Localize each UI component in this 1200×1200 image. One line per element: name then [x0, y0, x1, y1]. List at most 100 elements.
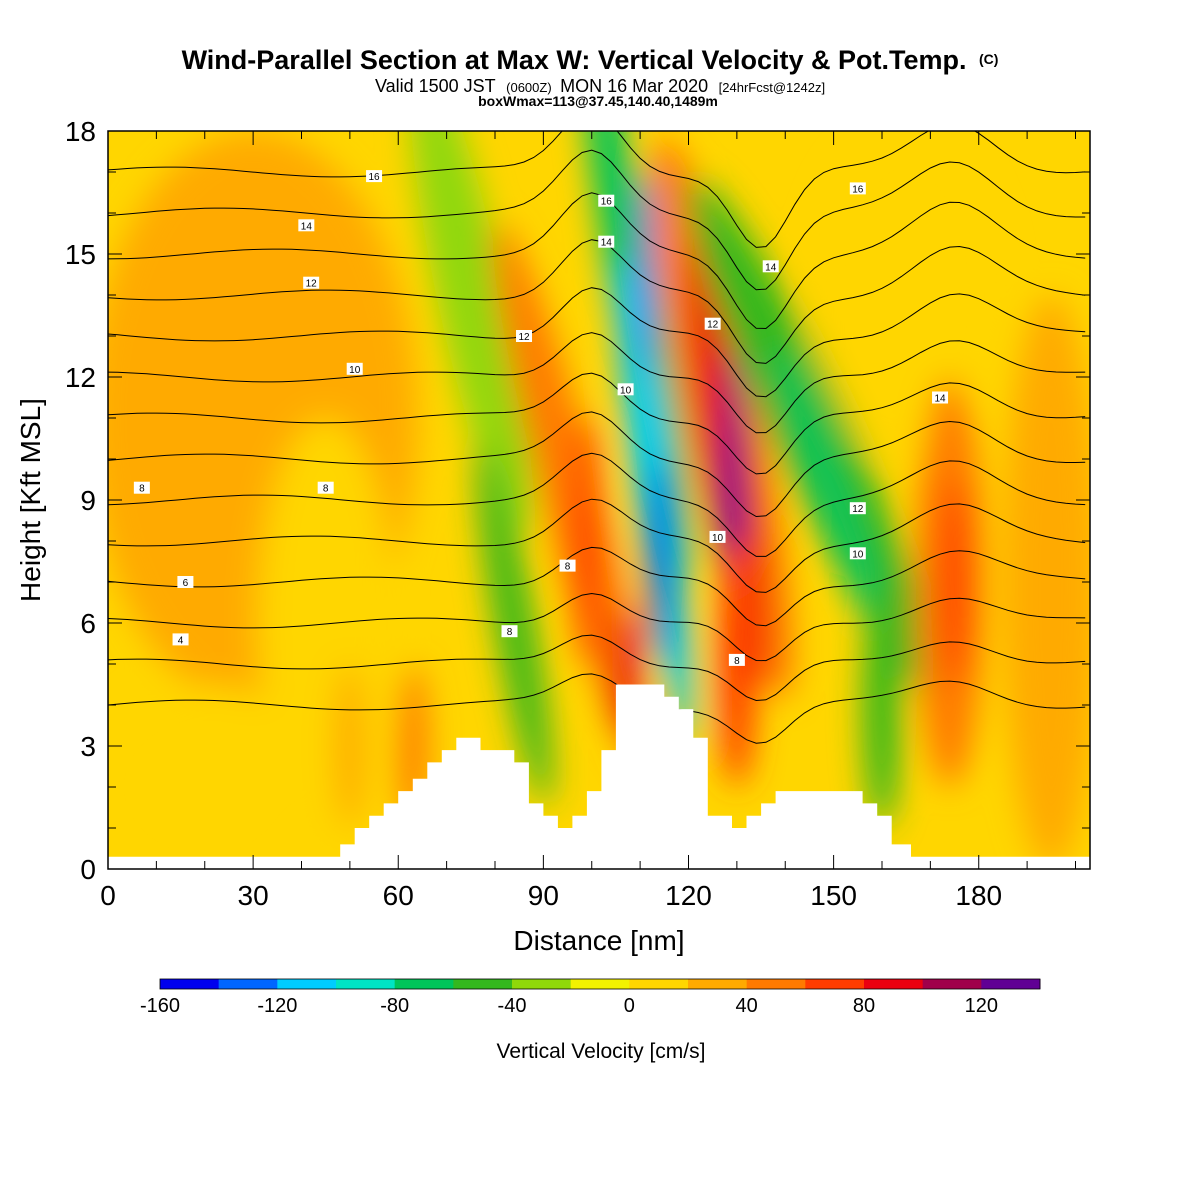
theta-contour — [108, 287, 1086, 398]
theta-label: 12 — [303, 276, 320, 290]
y-tick-label: 3 — [80, 731, 96, 762]
theta-label-text: 14 — [934, 394, 946, 405]
theta-contour — [108, 131, 1086, 248]
theta-label-text: 8 — [139, 484, 145, 495]
plot-area: 4 6 8 8 8 8 8 10 10 10 10 12 12 12 12 14 14 14 14 16 16 16 — [108, 131, 1090, 869]
valid-prefix: Valid 1500 JST — [375, 76, 496, 96]
theta-contour — [108, 149, 1086, 291]
colorbar-swatch — [805, 979, 865, 989]
theta-label-text: 8 — [734, 656, 740, 667]
colorbar-swatch — [688, 979, 748, 989]
colorbar-tick-label: -160 — [140, 995, 180, 1017]
theta-contour — [108, 192, 1086, 330]
theta-label-box — [598, 235, 615, 248]
colorbar-swatch — [160, 979, 220, 989]
x-tick-label: 90 — [528, 880, 559, 911]
theta-label: 16 — [849, 182, 866, 195]
velocity-cell — [1002, 295, 1090, 869]
colorbar-swatch — [336, 979, 396, 989]
valid-utc: (0600Z) — [506, 80, 552, 95]
chart-subtitle-valid: Valid 1500 JST (0600Z) MON 16 Mar 2020 [… — [375, 76, 825, 96]
theta-label: 8 — [559, 559, 576, 573]
velocity-cell — [649, 459, 670, 664]
y-tick-label: 15 — [65, 239, 96, 270]
velocity-cell — [572, 418, 602, 664]
theta-label: 14 — [762, 260, 779, 273]
chart-title: Wind-Parallel Section at Max W: Vertical… — [182, 45, 999, 75]
velocity-cell — [637, 172, 653, 377]
theta-label: 14 — [932, 391, 949, 405]
theta-contour-lines — [108, 131, 1086, 744]
y-axis-ticks: 0 3 6 9 12 15 18 — [65, 116, 1090, 885]
chart-subtitle-box: boxWmax=113@37.45,140.40,1489m — [478, 93, 718, 109]
colorbar: -160 -120 -80 -40 0 40 80 120 — [140, 978, 1041, 1017]
theta-label-box — [133, 481, 150, 494]
theta-label-box — [317, 481, 334, 494]
theta-contour — [108, 372, 1086, 475]
x-axis-ticks: 0 30 60 90 120 150 180 — [100, 131, 1076, 911]
theta-label-box — [559, 559, 576, 572]
colorbar-swatch — [394, 979, 454, 989]
theta-label-box — [598, 194, 615, 207]
theta-label: 10 — [617, 383, 634, 396]
theta-label: 8 — [317, 481, 334, 495]
colorbar-tick-label: 120 — [965, 995, 998, 1017]
x-tick-label: 180 — [955, 880, 1002, 911]
velocity-cell — [724, 352, 740, 484]
terrain-mask — [108, 684, 1090, 869]
theta-label-box — [932, 391, 949, 404]
x-tick-label: 120 — [665, 880, 712, 911]
colorbar-tick-label: -80 — [380, 995, 409, 1017]
forecast-tag: [24hrFcst@1242z] — [719, 80, 825, 95]
colorbar-swatch — [218, 979, 278, 989]
colorbar-swatch — [864, 979, 924, 989]
colorbar-tick-label: 40 — [736, 995, 758, 1017]
theta-label-text: 10 — [349, 365, 361, 376]
y-tick-label: 12 — [65, 362, 96, 393]
valid-date: MON 16 Mar 2020 — [560, 76, 708, 96]
theta-label: 12 — [704, 317, 721, 331]
theta-label: 16 — [366, 170, 383, 183]
theta-label-text: 14 — [301, 221, 313, 232]
theta-label-box — [709, 530, 726, 543]
colorbar-swatch — [981, 979, 1041, 989]
theta-contour — [108, 546, 1086, 627]
theta-label-text: 12 — [306, 279, 318, 290]
theta-label-text: 8 — [323, 484, 329, 495]
velocity-cell — [409, 131, 532, 536]
theta-label: 14 — [298, 219, 315, 232]
theta-label: 10 — [346, 362, 363, 376]
theta-label-text: 10 — [712, 533, 724, 544]
theta-label: 16 — [598, 194, 615, 208]
velocity-cell — [862, 582, 902, 828]
colorbar-tick-label: 0 — [624, 995, 635, 1017]
theta-contour — [108, 239, 1086, 364]
theta-contour — [108, 332, 1086, 434]
theta-label-box — [762, 260, 779, 273]
chart-title-units: (C) — [979, 51, 998, 67]
theta-label-text: 16 — [601, 197, 613, 208]
velocity-cell — [335, 664, 365, 828]
theta-contour — [108, 592, 1086, 662]
colorbar-swatch — [453, 979, 513, 989]
y-tick-label: 18 — [65, 116, 96, 147]
theta-label-box — [728, 653, 745, 666]
theta-label-text: 14 — [765, 262, 777, 273]
velocity-cell — [809, 131, 1003, 459]
theta-label: 10 — [709, 530, 726, 544]
theta-label-box — [303, 276, 320, 289]
x-tick-label: 150 — [810, 880, 857, 911]
theta-label: 8 — [501, 625, 518, 638]
theta-label-text: 12 — [707, 320, 719, 331]
theta-label-box — [298, 219, 315, 232]
theta-label-text: 6 — [183, 578, 189, 589]
x-tick-label: 60 — [383, 880, 414, 911]
x-tick-label: 30 — [238, 880, 269, 911]
theta-label-box — [849, 182, 866, 195]
x-tick-label: 0 — [100, 880, 116, 911]
y-tick-label: 9 — [80, 485, 96, 516]
colorbar-swatch — [512, 979, 572, 989]
colorbar-swatch — [570, 979, 630, 989]
theta-label: 8 — [133, 481, 150, 495]
